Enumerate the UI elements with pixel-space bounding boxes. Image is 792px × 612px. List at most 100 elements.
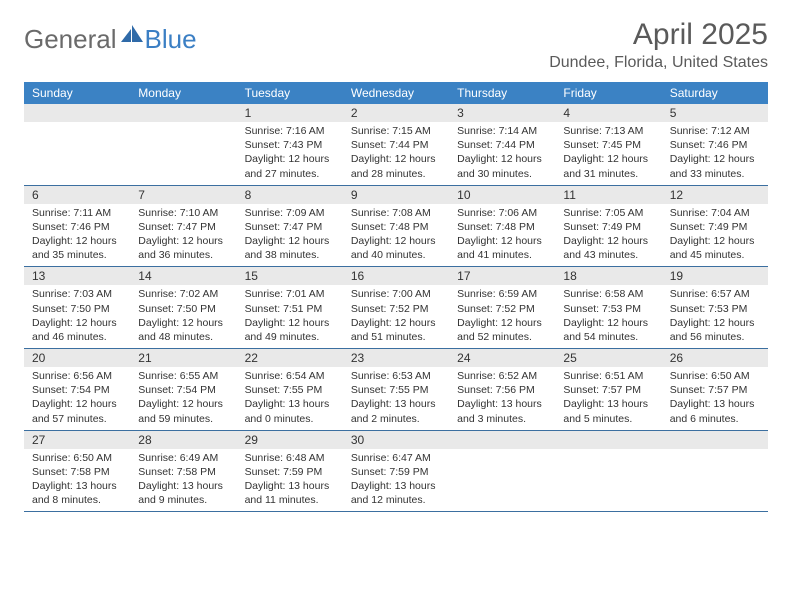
sunrise-line: Sunrise: 7:16 AM xyxy=(245,124,335,138)
day-body: Sunrise: 6:53 AMSunset: 7:55 PMDaylight:… xyxy=(343,367,449,430)
empty-cell xyxy=(449,431,555,512)
dow-thursday: Thursday xyxy=(449,82,555,104)
sunset-line: Sunset: 7:49 PM xyxy=(670,220,760,234)
daylight-line: Daylight: 12 hours and 41 minutes. xyxy=(457,234,547,262)
empty-cell xyxy=(24,104,130,185)
daylight-line: Daylight: 12 hours and 38 minutes. xyxy=(245,234,335,262)
dow-tuesday: Tuesday xyxy=(237,82,343,104)
calendar: SundayMondayTuesdayWednesdayThursdayFrid… xyxy=(24,82,768,512)
sunrise-line: Sunrise: 7:09 AM xyxy=(245,206,335,220)
sunset-line: Sunset: 7:45 PM xyxy=(563,138,653,152)
day-body: Sunrise: 7:06 AMSunset: 7:48 PMDaylight:… xyxy=(449,204,555,267)
day-number: 13 xyxy=(24,267,130,285)
day-cell: 1Sunrise: 7:16 AMSunset: 7:43 PMDaylight… xyxy=(237,104,343,185)
sunset-line: Sunset: 7:44 PM xyxy=(351,138,441,152)
sunset-line: Sunset: 7:52 PM xyxy=(457,302,547,316)
daylight-line: Daylight: 13 hours and 9 minutes. xyxy=(138,479,228,507)
sunrise-line: Sunrise: 7:02 AM xyxy=(138,287,228,301)
day-body: Sunrise: 7:13 AMSunset: 7:45 PMDaylight:… xyxy=(555,122,661,185)
day-cell: 21Sunrise: 6:55 AMSunset: 7:54 PMDayligh… xyxy=(130,349,236,430)
daylight-line: Daylight: 12 hours and 51 minutes. xyxy=(351,316,441,344)
daylight-line: Daylight: 12 hours and 35 minutes. xyxy=(32,234,122,262)
title-block: April 2025 Dundee, Florida, United State… xyxy=(549,18,768,72)
sunset-line: Sunset: 7:59 PM xyxy=(351,465,441,479)
day-number: 12 xyxy=(662,186,768,204)
day-number: 6 xyxy=(24,186,130,204)
sunrise-line: Sunrise: 6:52 AM xyxy=(457,369,547,383)
day-cell: 6Sunrise: 7:11 AMSunset: 7:46 PMDaylight… xyxy=(24,186,130,267)
day-number: 4 xyxy=(555,104,661,122)
day-number: 28 xyxy=(130,431,236,449)
daylight-line: Daylight: 12 hours and 30 minutes. xyxy=(457,152,547,180)
sunrise-line: Sunrise: 6:58 AM xyxy=(563,287,653,301)
day-body xyxy=(449,449,555,503)
sunset-line: Sunset: 7:59 PM xyxy=(245,465,335,479)
logo-text-2: Blue xyxy=(145,24,197,55)
sunset-line: Sunset: 7:44 PM xyxy=(457,138,547,152)
day-cell: 2Sunrise: 7:15 AMSunset: 7:44 PMDaylight… xyxy=(343,104,449,185)
day-number: 30 xyxy=(343,431,449,449)
daylight-line: Daylight: 12 hours and 36 minutes. xyxy=(138,234,228,262)
sunrise-line: Sunrise: 7:15 AM xyxy=(351,124,441,138)
day-body: Sunrise: 6:52 AMSunset: 7:56 PMDaylight:… xyxy=(449,367,555,430)
day-cell: 11Sunrise: 7:05 AMSunset: 7:49 PMDayligh… xyxy=(555,186,661,267)
day-body xyxy=(24,122,130,176)
sunset-line: Sunset: 7:53 PM xyxy=(670,302,760,316)
day-body: Sunrise: 7:08 AMSunset: 7:48 PMDaylight:… xyxy=(343,204,449,267)
sunset-line: Sunset: 7:50 PM xyxy=(32,302,122,316)
day-body: Sunrise: 7:04 AMSunset: 7:49 PMDaylight:… xyxy=(662,204,768,267)
day-body: Sunrise: 7:16 AMSunset: 7:43 PMDaylight:… xyxy=(237,122,343,185)
sunrise-line: Sunrise: 7:14 AM xyxy=(457,124,547,138)
sunrise-line: Sunrise: 7:13 AM xyxy=(563,124,653,138)
day-cell: 25Sunrise: 6:51 AMSunset: 7:57 PMDayligh… xyxy=(555,349,661,430)
daylight-line: Daylight: 13 hours and 11 minutes. xyxy=(245,479,335,507)
sunrise-line: Sunrise: 6:48 AM xyxy=(245,451,335,465)
location-label: Dundee, Florida, United States xyxy=(549,54,768,72)
sunrise-line: Sunrise: 6:54 AM xyxy=(245,369,335,383)
sunset-line: Sunset: 7:54 PM xyxy=(138,383,228,397)
day-body: Sunrise: 6:57 AMSunset: 7:53 PMDaylight:… xyxy=(662,285,768,348)
sunset-line: Sunset: 7:57 PM xyxy=(563,383,653,397)
daylight-line: Daylight: 12 hours and 49 minutes. xyxy=(245,316,335,344)
day-cell: 13Sunrise: 7:03 AMSunset: 7:50 PMDayligh… xyxy=(24,267,130,348)
sunrise-line: Sunrise: 7:04 AM xyxy=(670,206,760,220)
day-number: 14 xyxy=(130,267,236,285)
day-cell: 28 Sunrise: 6:49 AMSunset: 7:58 PMDayligh… xyxy=(130,431,236,512)
day-number xyxy=(24,104,130,122)
day-cell: 8Sunrise: 7:09 AMSunset: 7:47 PMDaylight… xyxy=(237,186,343,267)
sunset-line: Sunset: 7:47 PM xyxy=(138,220,228,234)
week-row: 6Sunrise: 7:11 AMSunset: 7:46 PMDaylight… xyxy=(24,186,768,268)
sunrise-line: Sunrise: 6:50 AM xyxy=(670,369,760,383)
sunrise-line: Sunrise: 7:12 AM xyxy=(670,124,760,138)
week-row: 27Sunrise: 6:50 AMSunset: 7:58 PMDayligh… xyxy=(24,431,768,513)
sunset-line: Sunset: 7:48 PM xyxy=(457,220,547,234)
day-body: Sunrise: 6:54 AMSunset: 7:55 PMDaylight:… xyxy=(237,367,343,430)
day-number: 23 xyxy=(343,349,449,367)
dow-wednesday: Wednesday xyxy=(343,82,449,104)
daylight-line: Daylight: 12 hours and 54 minutes. xyxy=(563,316,653,344)
day-number: 22 xyxy=(237,349,343,367)
sunrise-line: Sunrise: 7:08 AM xyxy=(351,206,441,220)
sunset-line: Sunset: 7:48 PM xyxy=(351,220,441,234)
day-number: 7 xyxy=(130,186,236,204)
day-cell: 3Sunrise: 7:14 AMSunset: 7:44 PMDaylight… xyxy=(449,104,555,185)
day-body: Sunrise: 6:58 AMSunset: 7:53 PMDaylight:… xyxy=(555,285,661,348)
day-body: Sunrise: 6:56 AMSunset: 7:54 PMDaylight:… xyxy=(24,367,130,430)
sunset-line: Sunset: 7:54 PM xyxy=(32,383,122,397)
sunset-line: Sunset: 7:58 PM xyxy=(138,465,228,479)
dow-saturday: Saturday xyxy=(662,82,768,104)
daylight-line: Daylight: 12 hours and 45 minutes. xyxy=(670,234,760,262)
day-number: 16 xyxy=(343,267,449,285)
day-body: Sunrise: 6:59 AMSunset: 7:52 PMDaylight:… xyxy=(449,285,555,348)
sunrise-line: Sunrise: 6:49 AM xyxy=(138,451,228,465)
daylight-line: Daylight: 12 hours and 57 minutes. xyxy=(32,397,122,425)
sunrise-line: Sunrise: 6:53 AM xyxy=(351,369,441,383)
sunset-line: Sunset: 7:50 PM xyxy=(138,302,228,316)
day-body: Sunrise: 7:00 AMSunset: 7:52 PMDaylight:… xyxy=(343,285,449,348)
sunrise-line: Sunrise: 6:57 AM xyxy=(670,287,760,301)
sunrise-line: Sunrise: 7:00 AM xyxy=(351,287,441,301)
sunrise-line: Sunrise: 6:59 AM xyxy=(457,287,547,301)
sunset-line: Sunset: 7:53 PM xyxy=(563,302,653,316)
day-cell: 30Sunrise: 6:47 AMSunset: 7:59 PMDayligh… xyxy=(343,431,449,512)
day-cell: 4Sunrise: 7:13 AMSunset: 7:45 PMDaylight… xyxy=(555,104,661,185)
